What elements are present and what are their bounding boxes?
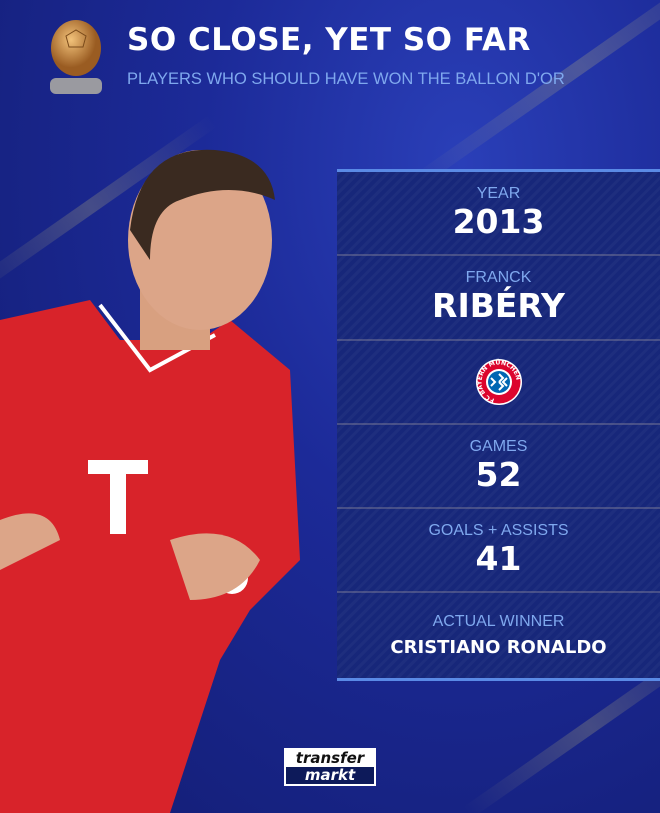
year-label: YEAR: [476, 185, 521, 203]
page-subtitle: PLAYERS WHO SHOULD HAVE WON THE BALLON D…: [127, 70, 565, 88]
transfermarkt-logo: transfer markt: [284, 748, 376, 786]
goals-assists-row: GOALS + ASSISTS 41: [337, 509, 660, 594]
header: SO CLOSE, YET SO FAR PLAYERS WHO SHOULD …: [0, 0, 660, 110]
actual-winner-row: ACTUAL WINNER CRISTIANO RONALDO: [337, 593, 660, 677]
year-row: YEAR 2013: [337, 172, 660, 257]
first-name: FRANCK: [465, 269, 532, 287]
last-name: RIBÉRY: [432, 286, 565, 326]
actual-winner-value: CRISTIANO RONALDO: [390, 637, 607, 659]
actual-winner-label: ACTUAL WINNER: [432, 613, 565, 631]
games-label: GAMES: [469, 438, 528, 456]
year-value: 2013: [452, 202, 545, 242]
player-name-row: FRANCK RIBÉRY: [337, 256, 660, 341]
logo-line-2: markt: [286, 767, 374, 784]
stats-panel: YEAR 2013 FRANCK RIBÉRY FC BAYERN MÜNCHE…: [337, 169, 660, 681]
goals-assists-value: 41: [475, 539, 522, 579]
ballon-dor-trophy-icon: [50, 20, 102, 94]
page-title: SO CLOSE, YET SO FAR: [127, 22, 531, 58]
club-row: FC BAYERN MÜNCHEN: [337, 341, 660, 425]
games-value: 52: [475, 455, 522, 495]
goals-assists-label: GOALS + ASSISTS: [428, 522, 569, 540]
logo-line-1: transfer: [295, 749, 365, 767]
games-row: GAMES 52: [337, 425, 660, 510]
fc-bayern-badge-icon: FC BAYERN MÜNCHEN: [475, 358, 522, 405]
player-photo: [0, 149, 300, 813]
